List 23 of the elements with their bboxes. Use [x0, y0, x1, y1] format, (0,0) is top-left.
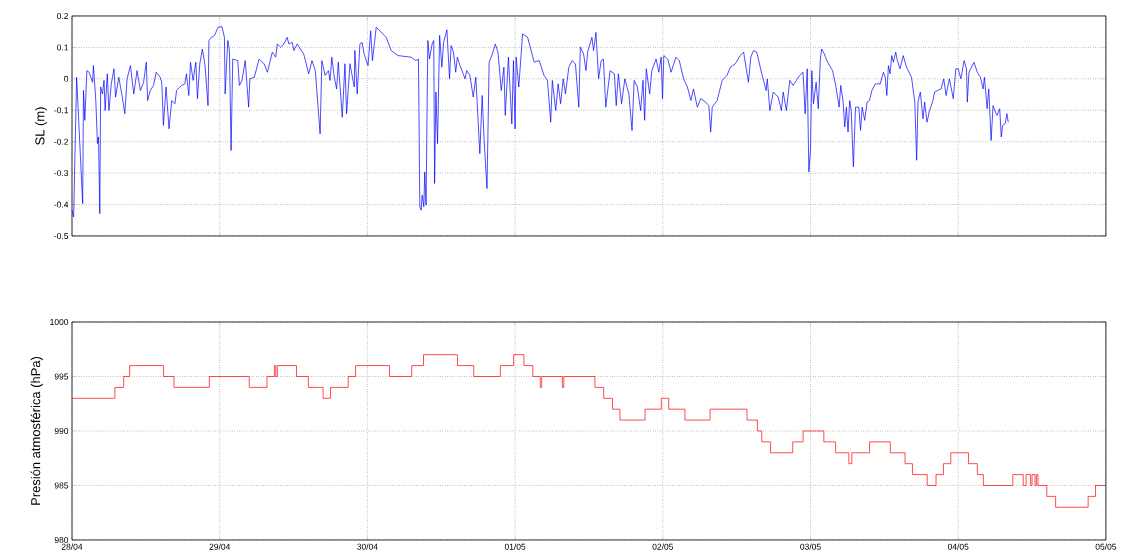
y-tick-label: -0.5	[54, 232, 69, 239]
y-tick-label: 990	[54, 427, 69, 434]
y-axis-title: SL (m)	[34, 107, 48, 145]
y-tick-label: 0.2	[57, 12, 69, 19]
y-tick-label: 995	[54, 373, 69, 380]
y-tick-label: -0.1	[54, 107, 69, 114]
x-tick-label: 29/04	[209, 543, 231, 550]
y-tick-label: -0.2	[54, 138, 69, 145]
y-tick-label: -0.4	[54, 201, 69, 208]
y-axis-title: Presión atmosférica (hPa)	[30, 356, 43, 505]
y-tick-label: 0	[64, 75, 69, 82]
y-tick-label: 980	[54, 536, 69, 543]
x-tick-label: 28/04	[61, 543, 83, 550]
y-tick-label: 1000	[50, 318, 69, 325]
y-tick-label: -0.3	[54, 170, 69, 177]
x-tick-label: 01/05	[504, 543, 526, 550]
y-tick-label: 985	[54, 482, 69, 489]
x-tick-label: 03/05	[800, 543, 821, 550]
y-tick-label: 0.1	[57, 44, 69, 51]
x-tick-label: 02/05	[652, 543, 674, 550]
x-tick-label: 05/05	[1095, 543, 1117, 550]
x-tick-label: 04/05	[947, 543, 969, 550]
x-tick-label: 30/04	[357, 543, 378, 550]
